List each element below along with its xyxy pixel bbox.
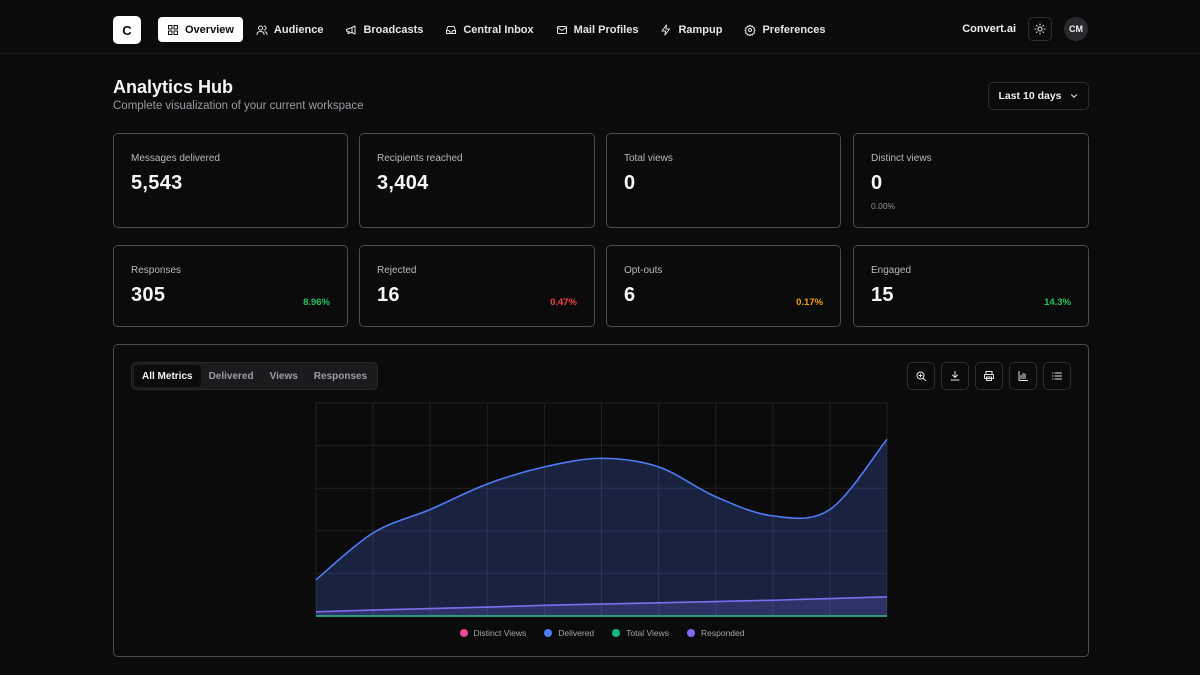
legend-label: Delivered [558,628,595,638]
chart-panel: All Metrics Delivered Views Responses Disti… [113,344,1089,657]
legend-item-responded[interactable]: Responded [687,628,744,638]
nav-item-label: Broadcasts [363,23,424,36]
stat-value: 16 [377,284,400,306]
nav-item-mail-profiles[interactable]: Mail Profiles [547,17,648,42]
legend-item-total-views[interactable]: Total Views [612,628,669,638]
gear-icon [744,24,756,36]
nav-item-label: Audience [273,23,324,36]
stat-value: 5,543 [131,172,183,194]
stat-value: 15 [871,284,894,306]
nav-item-label: Central Inbox [463,23,534,36]
stat-label: Total views [624,153,673,164]
stat-value: 0 [871,172,883,194]
users-icon [256,25,268,35]
nav-item-overview[interactable]: Overview [158,17,243,42]
stat-label: Engaged [871,265,912,276]
stat-card-recipients-reached: Recipients reached 3,404 [359,133,595,228]
stat-value: 6 [624,284,636,306]
nav-item-audience[interactable]: Audience [247,17,333,42]
stat-card-total-views: Total views 0 [606,133,841,228]
stat-value: 0 [624,172,636,194]
inbox-icon [446,25,457,34]
stat-label: Distinct views [871,153,932,164]
chart-grid [315,402,888,617]
stat-card-rejected: Rejected 16 0.47% [359,245,595,327]
date-range-label: Last 10 days [998,90,1062,102]
sun-icon [1034,23,1046,35]
stat-value: 3,404 [377,172,429,194]
nav-item-rampup[interactable]: Rampup [651,17,731,42]
stat-label: Responses [131,265,182,276]
grid-icon [168,24,178,35]
download-icon [950,371,960,381]
stat-card-responses: Responses 305 8.96% [113,245,348,327]
list-icon [1052,372,1062,380]
stat-subtext: 0.00% [871,201,896,211]
legend-label: Responded [701,628,745,638]
stat-percentage: 14.3% [1044,297,1071,308]
bar-chart-icon [1018,371,1028,381]
stat-card-engaged: Engaged 15 14.3% [853,245,1089,327]
legend-swatch [544,629,553,637]
mail-icon [556,25,567,34]
tab-responses[interactable]: Responses [313,370,368,382]
print-button[interactable] [975,362,1003,390]
series-area-delivered [316,439,887,616]
metric-tabs: All Metrics Delivered Views Responses [131,362,379,390]
legend-item-delivered[interactable]: Delivered [544,628,594,638]
legend-item-distinct-views[interactable]: Distinct Views [459,628,527,638]
legend-swatch [687,629,695,637]
list-button[interactable] [1043,362,1071,390]
app-logo[interactable]: C [113,16,141,44]
nav-item-preferences[interactable]: Preferences [735,17,834,42]
legend-label: Distinct Views [473,628,527,638]
stat-label: Recipients reached [377,153,463,164]
tab-views[interactable]: Views [269,370,298,382]
nav-item-central-inbox[interactable]: Central Inbox [436,17,542,42]
nav-item-label: Preferences [762,23,826,36]
page-title: Analytics Hub [113,77,234,97]
chevron-down-icon [1070,94,1077,98]
stat-card-distinct-views: Distinct views 0 0.00% [853,133,1089,228]
zoom-in-icon [916,371,926,381]
workspace-name[interactable]: Convert.ai [962,23,1016,35]
legend-label: Total Views [626,628,669,638]
legend-swatch [612,629,621,637]
stat-percentage: 0.47% [550,297,577,308]
user-avatar[interactable]: CM [1064,17,1088,41]
bar-chart-button[interactable] [1009,362,1037,390]
top-nav: C Overview Audience Broadcasts Central Inbo… [0,0,1200,54]
print-icon [984,371,994,381]
stat-percentage: 8.96% [303,297,330,308]
tab-all-metrics[interactable]: All Metrics [134,365,201,387]
series-line-delivered [315,438,888,581]
theme-toggle-button[interactable] [1028,17,1052,41]
download-button[interactable] [941,362,969,390]
megaphone-icon [346,25,356,34]
stat-label: Opt-outs [624,265,663,276]
nav-right: Convert.ai CM [962,17,1088,41]
area-chart [315,402,888,617]
nav-items: Overview Audience Broadcasts Central Inbox M… [158,17,834,42]
stat-value: 305 [131,284,166,306]
zoom-in-button[interactable] [907,362,935,390]
legend-swatch [459,629,468,637]
date-range-select[interactable]: Last 10 days [988,82,1089,110]
chart-legend: Distinct Views Delivered Total Views Res… [114,628,1090,638]
stat-percentage: 0.17% [796,297,823,308]
chart-toolbar [907,362,1071,390]
stat-label: Rejected [377,265,417,276]
nav-item-label: Mail Profiles [573,23,639,36]
nav-item-label: Rampup [678,23,723,36]
nav-item-broadcasts[interactable]: Broadcasts [336,17,432,42]
stat-card-opt-outs: Opt-outs 6 0.17% [606,245,841,327]
bolt-icon [661,24,671,35]
stat-label: Messages delivered [131,153,220,164]
stat-card-messages-delivered: Messages delivered 5,543 [113,133,348,228]
nav-item-label: Overview [185,23,234,36]
tab-delivered[interactable]: Delivered [208,370,254,382]
series-line-responded [315,596,888,613]
page-subtitle: Complete visualization of your current w… [113,100,364,112]
